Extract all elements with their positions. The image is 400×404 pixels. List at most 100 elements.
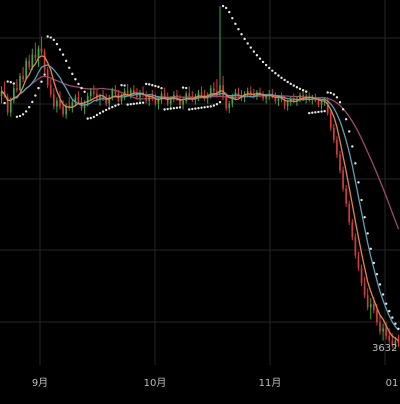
candle-body: [182, 100, 184, 105]
candle-body: [265, 96, 267, 99]
psar-dot: [234, 22, 237, 26]
candle-body: [219, 85, 221, 94]
psar-dot: [34, 94, 37, 97]
candle-body: [179, 99, 181, 105]
psar-dot: [240, 33, 243, 36]
x-axis: 9月 10月 11月 01: [32, 377, 399, 389]
psar-dot: [172, 107, 176, 110]
candle-body: [394, 340, 397, 345]
psar-dot: [80, 86, 83, 90]
psar-dot: [206, 105, 209, 109]
candle-body: [246, 91, 249, 94]
ma-30-line: [1, 75, 400, 230]
psar-dot: [228, 10, 231, 14]
candle-body: [213, 88, 215, 92]
psar-dot: [117, 103, 120, 106]
psar-dot: [144, 82, 148, 86]
psar-dot: [243, 37, 246, 41]
candle-body: [13, 88, 15, 101]
psar-dot: [169, 107, 172, 110]
candle-body: [105, 98, 107, 104]
psar-dot: [308, 111, 311, 115]
psar-dot: [74, 78, 77, 81]
psar-dot: [209, 105, 212, 108]
psar-dot: [268, 66, 271, 70]
x-tick-label-1: 10月: [144, 377, 167, 389]
candle-body: [123, 91, 126, 97]
psar-dot: [394, 322, 397, 325]
psar-dot: [326, 91, 329, 94]
psar-dot: [37, 86, 40, 90]
candle-body: [129, 90, 132, 94]
psar-dot: [338, 101, 342, 104]
candle-body: [185, 93, 187, 101]
candle-body: [354, 237, 357, 256]
psar-dot: [92, 115, 96, 119]
psar-dot: [274, 71, 277, 75]
psar-dot: [277, 74, 280, 77]
candle-body: [139, 92, 141, 98]
psar-dot: [46, 35, 49, 38]
candle-body: [283, 99, 286, 106]
psar-dot: [237, 28, 240, 31]
candle-body: [136, 93, 138, 98]
psar-dot: [154, 84, 157, 88]
candle-body: [163, 93, 166, 98]
candle-body: [74, 97, 77, 103]
candle-body: [16, 88, 18, 91]
candle-body: [274, 97, 277, 101]
candle-body: [231, 96, 234, 104]
candle-body: [83, 103, 86, 109]
psar-dot: [24, 110, 28, 113]
psar-dot: [218, 100, 222, 104]
psar-dot: [89, 116, 92, 120]
last-price-label: 3632: [372, 343, 397, 354]
psar-dot: [197, 106, 200, 110]
candle-body: [111, 90, 114, 98]
psar-dot: [111, 105, 114, 109]
candle-body: [169, 98, 172, 104]
candle-body: [234, 92, 237, 97]
candle-body: [93, 91, 95, 94]
psar-dot: [184, 86, 188, 90]
candle-body: [176, 94, 178, 100]
candle-body: [326, 99, 329, 114]
candle-body: [385, 328, 387, 336]
candle-body: [249, 91, 252, 94]
candle-body: [154, 98, 157, 104]
psar-dots: [3, 4, 400, 330]
candle-body: [22, 76, 24, 80]
psar-dot: [191, 107, 194, 111]
psar-dot: [108, 107, 111, 110]
psar-dot: [64, 59, 68, 63]
psar-dot: [384, 302, 388, 305]
psar-dot: [341, 108, 345, 111]
psar-dot: [246, 42, 249, 45]
candle-body: [200, 92, 203, 95]
psar-dot: [255, 54, 259, 57]
psar-dot: [289, 82, 292, 86]
psar-dot: [283, 78, 286, 82]
psar-dot: [292, 84, 296, 87]
psar-dot: [357, 181, 360, 184]
psar-dot: [372, 261, 376, 265]
psar-dot: [369, 247, 372, 250]
psar-dot: [366, 232, 369, 235]
candle-body: [28, 60, 31, 67]
candle-body: [228, 103, 231, 109]
psar-dot: [329, 91, 332, 95]
psar-dot: [298, 87, 302, 90]
candle-body: [53, 94, 55, 107]
psar-dot: [314, 111, 317, 114]
psar-dot: [160, 86, 163, 90]
psar-dot: [31, 100, 34, 104]
psar-dot: [381, 293, 385, 296]
psar-dot: [163, 108, 166, 111]
psar-dot: [120, 83, 123, 87]
psar-dot: [61, 53, 65, 56]
psar-dot: [148, 83, 151, 86]
psar-dot: [12, 82, 16, 85]
psar-dot: [375, 272, 379, 276]
psar-dot: [388, 309, 391, 313]
